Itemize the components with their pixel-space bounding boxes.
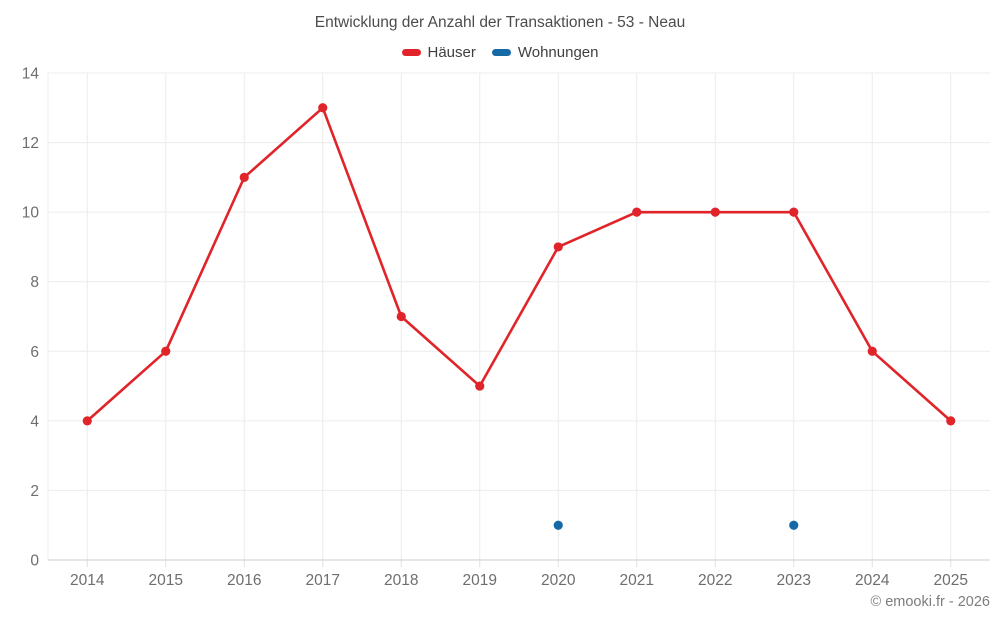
y-axis-label: 4 — [30, 413, 39, 430]
y-axis-label: 0 — [30, 553, 39, 570]
x-axis-label: 2014 — [70, 572, 105, 589]
haeuser-data-point-2019[interactable] — [475, 381, 485, 391]
x-axis-label: 2024 — [855, 572, 890, 589]
chart-title: Entwicklung der Anzahl der Transaktionen… — [314, 14, 686, 31]
x-axis-label: 2022 — [698, 572, 732, 589]
haeuser-data-point-2014[interactable] — [82, 416, 92, 426]
haeuser-legend-swatch-icon — [401, 49, 421, 56]
legend-item-wohnungen[interactable]: Wohnungen — [491, 44, 599, 61]
chart-legend: Häuser Wohnungen — [0, 44, 1000, 61]
x-axis-label: 2020 — [541, 572, 576, 589]
x-axis-label: 2017 — [306, 572, 340, 589]
haeuser-data-point-2018[interactable] — [396, 311, 406, 322]
copyright-text: © emooki.fr - 2026 — [870, 594, 990, 610]
x-axis-label: 2018 — [384, 572, 418, 589]
haeuser-data-point-2016[interactable] — [239, 172, 249, 182]
y-axis-label: 10 — [22, 205, 40, 222]
wohnungen-data-point-2023[interactable] — [789, 520, 799, 530]
haeuser-data-point-2015[interactable] — [161, 346, 171, 356]
haeuser-data-point-2021[interactable] — [632, 207, 642, 217]
x-axis-label: 2021 — [620, 572, 654, 589]
wohnungen-data-point-2020[interactable] — [553, 520, 563, 530]
haeuser-series-line[interactable] — [85, 106, 953, 423]
haeuser-data-point-2020[interactable] — [553, 242, 563, 252]
y-axis-label: 6 — [30, 344, 39, 361]
wohnungen-legend-swatch-icon — [491, 49, 511, 56]
y-axis-label: 14 — [22, 66, 40, 83]
legend-item-haeuser[interactable]: Häuser — [401, 44, 476, 61]
y-axis-label: 12 — [22, 135, 39, 152]
y-axis-label: 2 — [30, 483, 39, 500]
y-axis-label: 8 — [30, 274, 39, 291]
x-axis-label: 2015 — [149, 572, 183, 589]
legend-label-haeuser: Häuser — [427, 44, 476, 61]
x-axis-label: 2019 — [463, 572, 497, 589]
x-axis-label: 2023 — [777, 572, 811, 589]
x-axis-label: 2025 — [934, 572, 968, 589]
x-axis-label: 2016 — [227, 572, 261, 589]
haeuser-data-point-2017[interactable] — [318, 103, 328, 113]
legend-label-wohnungen: Wohnungen — [517, 44, 599, 61]
haeuser-data-point-2022[interactable] — [710, 207, 720, 217]
haeuser-data-point-2024[interactable] — [867, 346, 877, 356]
haeuser-data-point-2025[interactable] — [946, 416, 956, 426]
haeuser-data-point-2023[interactable] — [789, 207, 799, 217]
